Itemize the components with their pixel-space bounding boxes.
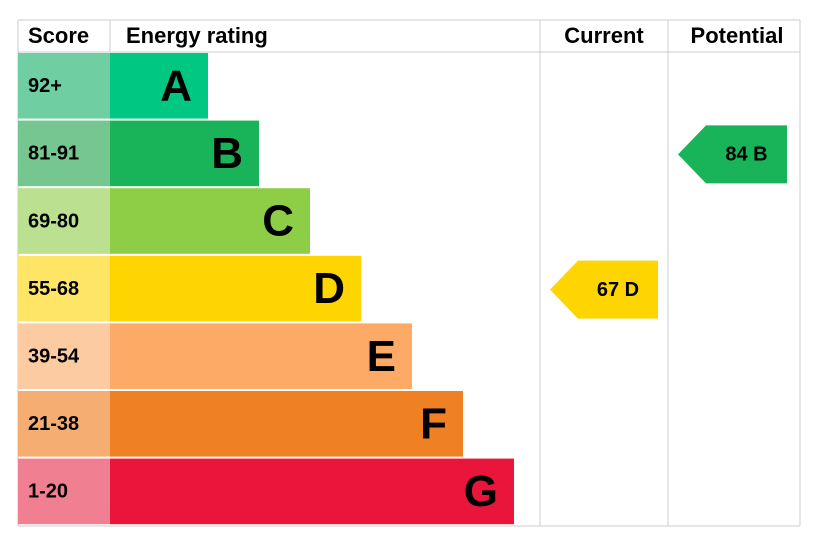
score-cell xyxy=(18,391,110,457)
rating-bar xyxy=(110,120,259,187)
current-label: 67 D xyxy=(597,279,639,301)
current-arrow xyxy=(550,260,658,319)
rating-letter: D xyxy=(313,264,345,313)
rating-bar xyxy=(110,458,514,525)
score-cell xyxy=(18,323,110,389)
rating-letter: E xyxy=(367,332,396,381)
score-label: 39-54 xyxy=(28,345,80,367)
rating-letter: B xyxy=(211,129,243,178)
score-label: 55-68 xyxy=(28,278,79,300)
rating-bar xyxy=(110,255,361,322)
header-rating: Energy rating xyxy=(126,23,268,48)
header-potential: Potential xyxy=(691,23,784,48)
score-label: 21-38 xyxy=(28,413,79,435)
rating-bar xyxy=(110,391,463,457)
score-label: 81-91 xyxy=(28,143,79,165)
score-cell xyxy=(18,255,110,322)
score-cell xyxy=(18,458,110,525)
score-label: 92+ xyxy=(28,75,62,97)
potential-label: 84 B xyxy=(725,144,767,166)
potential-arrow xyxy=(678,125,787,184)
rating-letter: C xyxy=(262,197,294,246)
header-score: Score xyxy=(28,23,89,48)
rating-bar xyxy=(110,53,208,119)
score-cell xyxy=(18,188,110,254)
header-current: Current xyxy=(564,23,644,48)
score-label: 69-80 xyxy=(28,210,79,232)
rating-letter: F xyxy=(420,399,447,448)
rating-bar xyxy=(110,188,310,254)
rating-bar xyxy=(110,323,412,389)
score-cell xyxy=(18,53,110,119)
rating-letter: A xyxy=(160,61,192,110)
score-cell xyxy=(18,120,110,187)
rating-letter: G xyxy=(464,467,498,516)
score-label: 1-20 xyxy=(28,481,68,503)
